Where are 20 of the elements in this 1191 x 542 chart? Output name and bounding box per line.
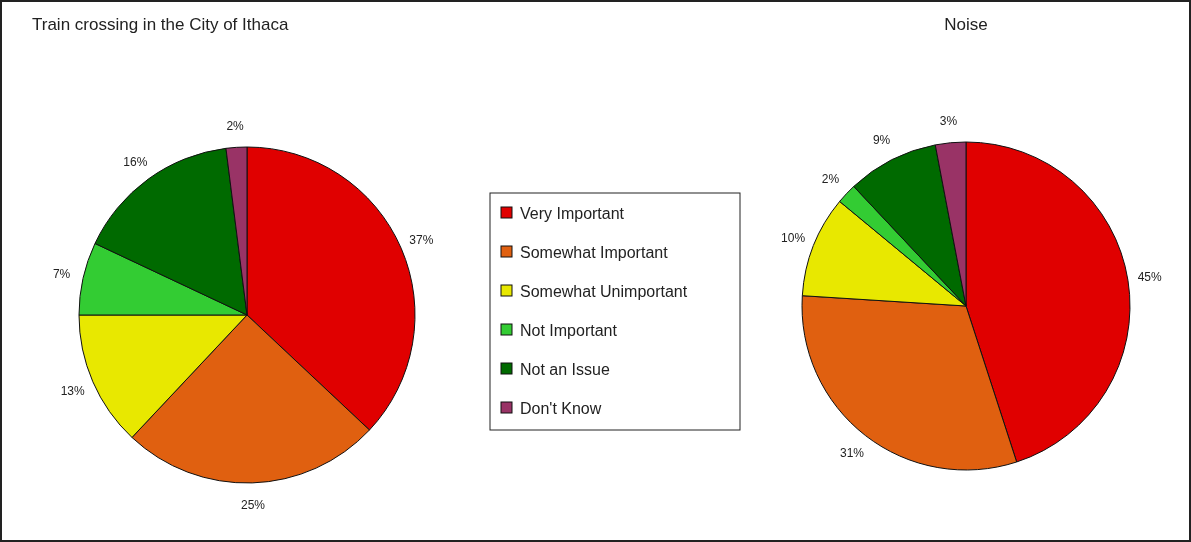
data-label: 31% (839, 446, 865, 461)
data-label: 2% (226, 118, 245, 133)
legend-label: Not an Issue (520, 360, 610, 378)
data-label: 37% (409, 232, 434, 247)
data-label: 10% (781, 230, 806, 245)
data-label: 25% (240, 498, 266, 513)
data-label: 7% (52, 266, 71, 281)
legend-label: Somewhat Unimportant (520, 282, 688, 300)
legend-label: Very Important (520, 204, 625, 222)
data-label: 45% (1137, 270, 1163, 285)
legend-label: Somewhat Important (520, 243, 669, 261)
legend-label: Don't Know (520, 399, 602, 417)
data-label: 16% (123, 154, 148, 169)
chart-title: Train crossing in the City of Ithaca (32, 15, 289, 34)
legend-label: Not Important (520, 321, 618, 339)
chart-title: Noise (944, 15, 988, 34)
data-label: 13% (60, 383, 85, 398)
data-label: 2% (821, 171, 840, 186)
data-label: 3% (939, 114, 958, 129)
data-label: 9% (872, 133, 891, 148)
